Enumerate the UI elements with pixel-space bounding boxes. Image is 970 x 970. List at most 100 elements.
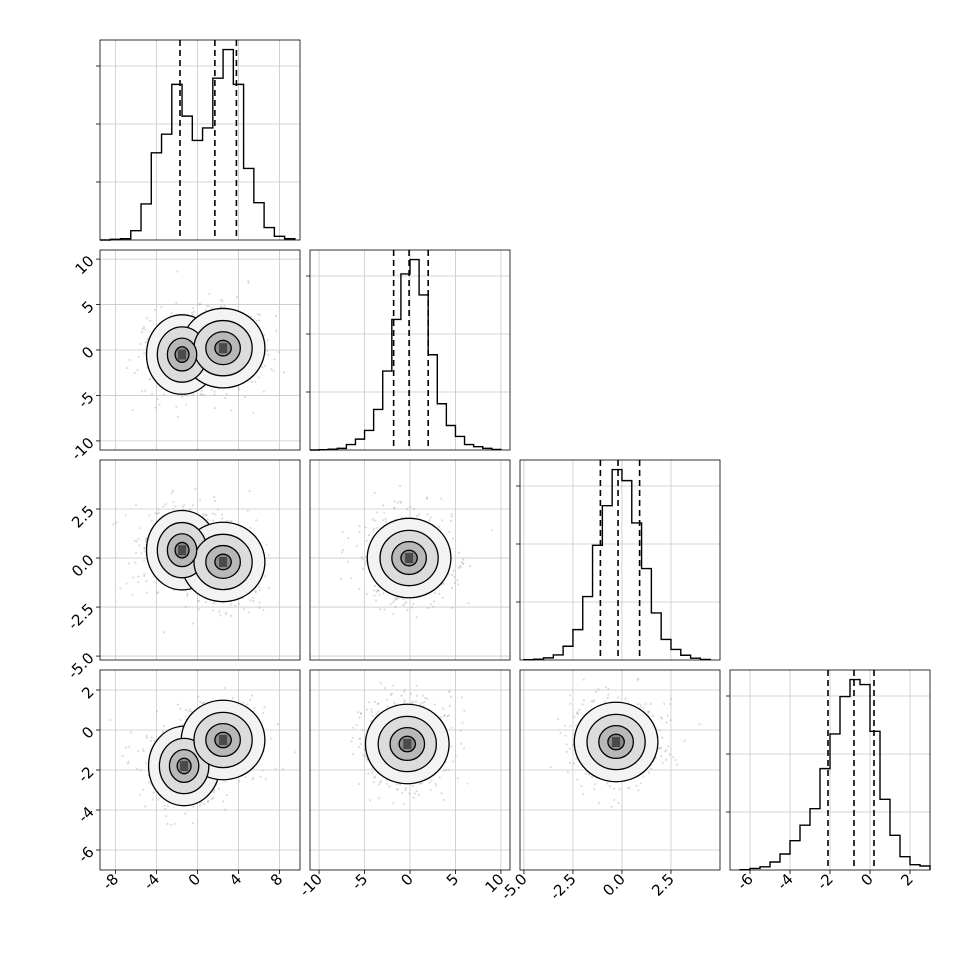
sample-point <box>661 736 664 739</box>
sample-point <box>650 767 653 770</box>
sample-point <box>294 751 297 754</box>
sample-point <box>376 702 379 705</box>
sample-point <box>220 298 223 302</box>
sample-point <box>412 507 416 510</box>
sample-point <box>411 784 414 787</box>
sample-point <box>587 773 591 776</box>
sample-point <box>447 714 451 717</box>
sample-point <box>417 513 420 516</box>
sample-point <box>413 792 417 795</box>
sample-point <box>224 396 227 400</box>
y-tick-label: 0 <box>78 343 97 362</box>
density-panel-3-4 <box>519 669 721 871</box>
y-tick-label: -2.5 <box>64 600 97 633</box>
sample-point <box>121 755 124 758</box>
sample-point <box>399 500 402 503</box>
sample-point <box>228 520 231 523</box>
sample-point <box>213 407 217 410</box>
sample-point <box>665 749 668 752</box>
sample-point <box>429 788 432 792</box>
sample-point <box>376 511 379 514</box>
sample-point <box>220 513 224 516</box>
sample-point <box>207 305 211 308</box>
axes-frame <box>519 669 721 871</box>
x-tick-label: -10 <box>296 870 326 900</box>
sample-point <box>144 340 148 344</box>
sample-point <box>192 622 195 625</box>
sample-point <box>402 803 405 806</box>
sample-point <box>698 723 701 726</box>
sample-point <box>438 592 441 595</box>
sample-point <box>189 708 192 711</box>
sample-point <box>457 551 461 554</box>
sample-point <box>437 525 440 528</box>
sample-point <box>255 519 258 522</box>
sample-point <box>460 696 463 699</box>
sample-point <box>282 768 285 771</box>
sample-point <box>613 787 616 790</box>
sample-point <box>393 500 397 503</box>
sample-point <box>262 390 265 393</box>
sample-point <box>400 694 403 697</box>
y-tick-label: -10 <box>68 434 98 464</box>
sample-point <box>417 793 420 796</box>
sample-point <box>362 754 365 757</box>
sample-point <box>559 731 562 735</box>
sample-point <box>375 526 379 530</box>
sample-point <box>665 721 668 724</box>
sample-point <box>202 514 205 517</box>
sample-point <box>189 710 193 713</box>
sample-point <box>229 603 232 606</box>
sample-point <box>134 551 138 554</box>
sample-point <box>277 351 280 354</box>
sample-point <box>452 569 455 572</box>
sample-point <box>141 748 145 751</box>
sample-point <box>258 601 261 604</box>
sample-point <box>145 736 148 739</box>
sample-point <box>395 597 398 601</box>
sample-point <box>172 489 175 493</box>
histogram-steps <box>523 468 711 661</box>
sample-point <box>176 270 179 273</box>
sample-point <box>204 309 207 312</box>
x-tick-label: 8 <box>267 870 286 889</box>
density-peak <box>219 343 228 354</box>
sample-point <box>224 611 228 614</box>
sample-point <box>125 746 128 749</box>
sample-point <box>597 801 600 804</box>
sample-point <box>141 788 145 791</box>
sample-point <box>275 330 278 333</box>
sample-point <box>198 700 202 703</box>
sample-point <box>147 781 150 784</box>
sample-point <box>411 701 414 705</box>
sample-point <box>450 745 453 748</box>
sample-point <box>259 775 262 778</box>
sample-point <box>190 311 194 314</box>
sample-point <box>253 706 256 710</box>
sample-point <box>153 308 156 312</box>
sample-point <box>261 365 264 369</box>
sample-point <box>396 596 399 600</box>
sample-point <box>198 303 201 306</box>
sample-point <box>158 403 161 406</box>
sample-point <box>658 746 662 750</box>
sample-point <box>254 380 257 383</box>
sample-point <box>568 747 571 750</box>
sample-point <box>373 519 376 522</box>
sample-point <box>207 800 210 803</box>
sample-point <box>135 540 138 543</box>
axes-frame <box>99 459 301 661</box>
sample-point <box>364 755 367 758</box>
sample-point <box>661 717 664 720</box>
sample-point <box>358 716 361 719</box>
sample-point <box>394 597 397 600</box>
sample-point <box>198 303 202 306</box>
sample-point <box>597 688 600 691</box>
sample-point <box>574 724 578 727</box>
sample-point <box>213 789 216 792</box>
sample-point <box>569 702 572 705</box>
sample-point <box>435 784 438 787</box>
sample-point <box>363 748 366 751</box>
sample-point <box>350 577 353 580</box>
sample-point <box>127 760 130 763</box>
